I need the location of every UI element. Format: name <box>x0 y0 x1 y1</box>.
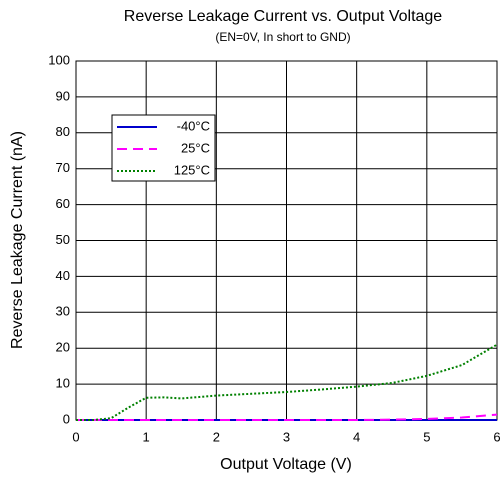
y-tick-label: 90 <box>56 88 70 103</box>
x-tick-label: 5 <box>423 429 430 444</box>
chart-subtitle: (EN=0V, In short to GND) <box>215 30 350 44</box>
x-tick-label: 0 <box>72 429 79 444</box>
y-tick-label: 70 <box>56 160 70 175</box>
y-axis-label: Reverse Leakage Current (nA) <box>9 131 26 349</box>
y-tick-label: 20 <box>56 340 70 355</box>
y-tick-label: 0 <box>63 411 70 426</box>
y-tick-label: 50 <box>56 232 70 247</box>
x-tick-label: 4 <box>353 429 360 444</box>
chart-title: Reverse Leakage Current vs. Output Volta… <box>124 8 443 25</box>
y-tick-label: 60 <box>56 196 70 211</box>
y-tick-label: 10 <box>56 376 70 391</box>
y-tick-label: 40 <box>56 268 70 283</box>
legend-label: -40°C <box>177 118 210 133</box>
x-tick-label: 1 <box>143 429 150 444</box>
legend-label: 25°C <box>181 140 210 155</box>
x-tick-label: 3 <box>283 429 290 444</box>
y-tick-label: 30 <box>56 304 70 319</box>
x-tick-label: 2 <box>213 429 220 444</box>
legend-label: 125°C <box>174 162 210 177</box>
y-tick-label: 80 <box>56 124 70 139</box>
series-line <box>76 343 498 421</box>
y-tick-label: 100 <box>48 52 70 67</box>
x-tick-label: 6 <box>493 429 500 444</box>
x-axis-label: Output Voltage (V) <box>220 456 352 473</box>
